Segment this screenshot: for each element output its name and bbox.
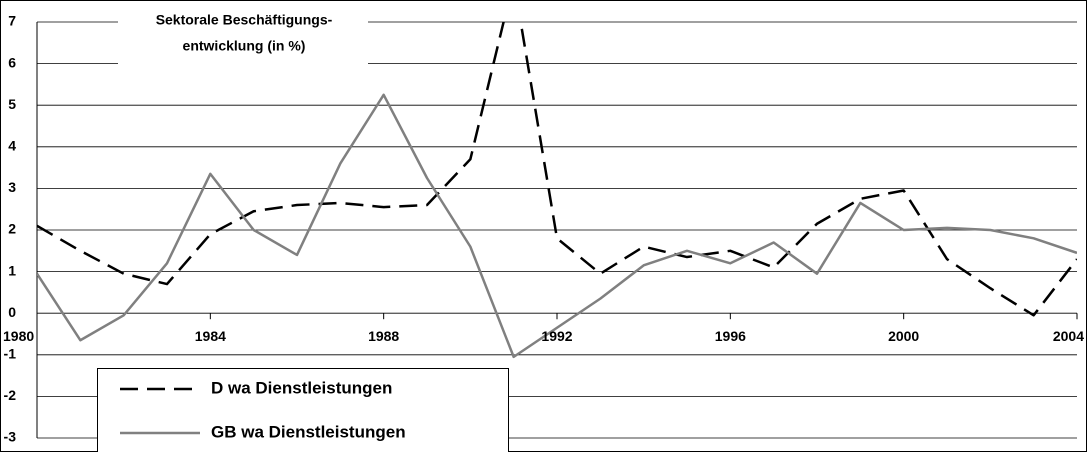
y-tick-label: 1 bbox=[8, 262, 16, 278]
y-tick-label: 7 bbox=[8, 13, 16, 29]
x-tick-label: 2004 bbox=[1053, 328, 1084, 344]
line-series bbox=[37, 22, 1077, 317]
x-tick-label: 1980 bbox=[3, 328, 34, 344]
x-tick-label: 1988 bbox=[368, 328, 399, 344]
chart-title: entwicklung (in %) bbox=[183, 38, 306, 54]
legend-label: D wa Dienstleistungen bbox=[211, 378, 392, 397]
chart-title: Sektorale Beschäftigungs- bbox=[156, 12, 333, 28]
line-series bbox=[37, 93, 1077, 359]
y-tick-label: -3 bbox=[4, 429, 17, 445]
x-tick-label: 1996 bbox=[715, 328, 746, 344]
legend bbox=[97, 368, 509, 452]
x-tick-label: 1992 bbox=[541, 328, 572, 344]
y-tick-label: 5 bbox=[8, 96, 16, 112]
y-tick-label: 3 bbox=[8, 179, 16, 195]
title-background bbox=[118, 6, 368, 64]
y-tick-label: 2 bbox=[8, 221, 16, 237]
y-tick-label: 4 bbox=[8, 138, 16, 154]
legend-label: GB wa Dienstleistungen bbox=[211, 422, 406, 441]
y-tick-label: -1 bbox=[4, 346, 17, 362]
x-tick-label: 1984 bbox=[195, 328, 226, 344]
y-tick-label: 6 bbox=[8, 54, 16, 70]
x-tick-label: 2000 bbox=[888, 328, 919, 344]
y-tick-label: 0 bbox=[8, 304, 16, 320]
y-tick-label: -2 bbox=[4, 387, 17, 403]
